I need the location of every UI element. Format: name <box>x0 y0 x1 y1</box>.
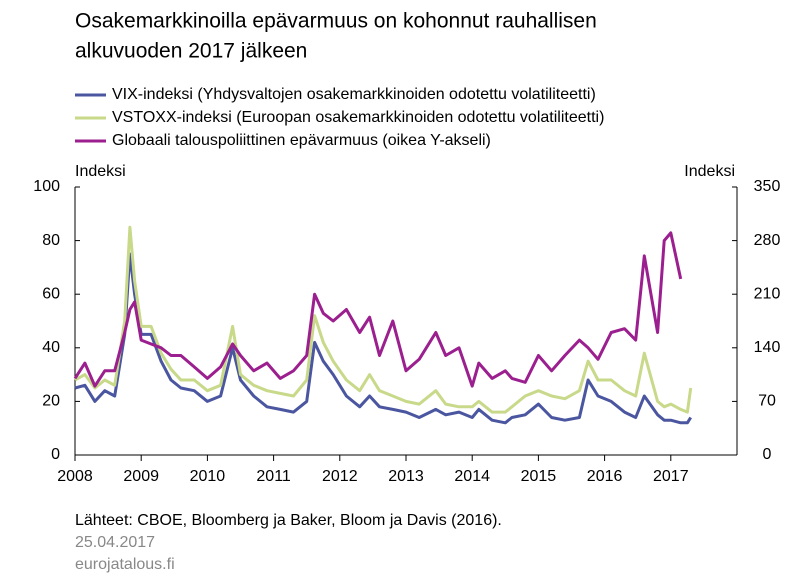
y-tick-label: 40 <box>42 339 60 356</box>
y2-tick-label: 280 <box>754 232 781 249</box>
x-tick-label: 2010 <box>190 468 226 485</box>
x-tick-label: 2013 <box>388 468 424 485</box>
y2-tick-label: 0 <box>763 446 772 463</box>
chart-title: alkuvuoden 2017 jälkeen <box>75 40 307 63</box>
y-tick-label: 100 <box>33 178 60 195</box>
y-axis-label: Indeksi <box>75 163 126 180</box>
site: eurojatalous.fi <box>75 556 175 573</box>
legend-label: Globaali talouspoliittinen epävarmuus (o… <box>112 132 491 149</box>
y-tick-label: 20 <box>42 393 60 410</box>
y2-tick-label: 70 <box>758 393 776 410</box>
legend-label: VIX-indeksi (Yhdysvaltojen osakemarkkino… <box>112 86 596 103</box>
series-line <box>73 231 683 388</box>
y-tick-label: 0 <box>51 446 60 463</box>
x-tick-label: 2009 <box>123 468 159 485</box>
y2-tick-label: 350 <box>754 178 781 195</box>
y-tick-label: 80 <box>42 232 60 249</box>
x-tick-label: 2017 <box>653 468 689 485</box>
x-tick-label: 2014 <box>454 468 490 485</box>
source: Lähteet: CBOE, Bloomberg ja Baker, Bloom… <box>75 512 502 529</box>
x-tick-label: 2011 <box>256 468 291 485</box>
legend-label: VSTOXX-indeksi (Euroopan osakemarkkinoid… <box>112 109 604 126</box>
series-line <box>74 225 693 414</box>
x-tick-label: 2008 <box>57 468 93 485</box>
y2-tick-label: 210 <box>754 285 781 302</box>
series-line <box>74 252 692 425</box>
y-tick-label: 60 <box>42 285 60 302</box>
y2-axis-label: Indeksi <box>684 163 735 180</box>
date: 25.04.2017 <box>75 534 155 551</box>
chart-title: Osakemarkkinoilla epävarmuus on kohonnut… <box>75 10 597 33</box>
x-tick-label: 2015 <box>521 468 557 485</box>
x-tick-label: 2012 <box>322 468 358 485</box>
y2-tick-label: 140 <box>754 339 781 356</box>
x-tick-label: 2016 <box>587 468 623 485</box>
